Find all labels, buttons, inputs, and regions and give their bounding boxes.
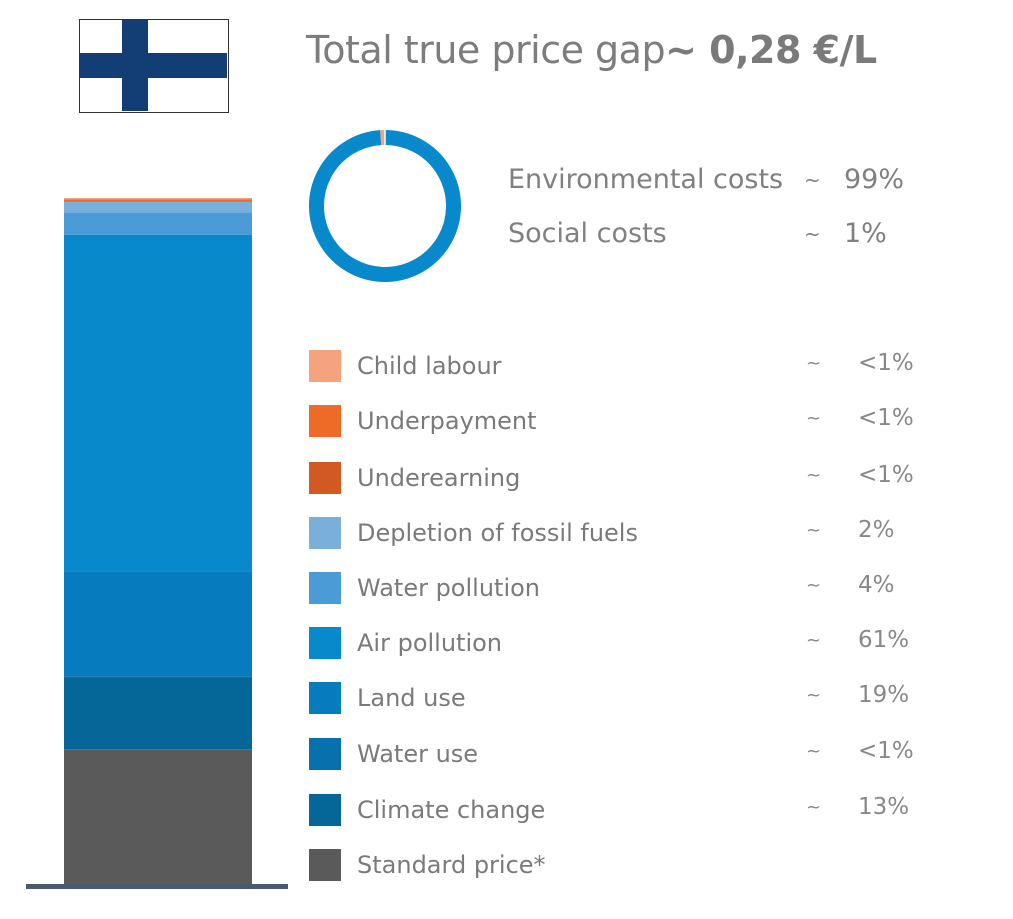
bar-segment-underearning (64, 200, 252, 202)
bar-segment-standard-price (64, 749, 252, 884)
legend-tilde: ~ (806, 685, 822, 706)
donut-slice-environmental-costs (309, 130, 461, 282)
chart-title: Total true price gap~ 0,28 €/L (306, 28, 877, 72)
legend-value: 19% (858, 682, 910, 708)
legend-tilde: ~ (806, 520, 822, 541)
legend-swatch (309, 517, 341, 549)
legend-tilde: ~ (806, 353, 822, 374)
title-text: Total true price gap (306, 28, 666, 72)
stacked-price-bar (26, 197, 288, 889)
environmental-costs-value: 99% (844, 164, 905, 195)
flag-graphic (80, 20, 227, 111)
bar-segment-depletion-of-fossil-fuels (64, 201, 252, 213)
legend-swatch (309, 849, 341, 881)
legend-tilde: ~ (806, 797, 822, 818)
legend-label: Land use (357, 684, 466, 712)
legend-swatch (309, 682, 341, 714)
legend-tilde: ~ (806, 575, 822, 596)
bar-segment-water-use (64, 676, 252, 678)
environmental-costs-tilde: ~ (804, 168, 821, 192)
legend-item-water-pollution: Water pollution ~4% (309, 572, 929, 604)
legend-swatch (309, 405, 341, 437)
flag-cross-horizontal (80, 53, 227, 78)
legend-tilde: ~ (806, 741, 822, 762)
social-costs-tilde: ~ (804, 222, 821, 246)
social-costs-row: Social costs ~ 1% (508, 218, 887, 249)
bar-segment-water-pollution (64, 212, 252, 235)
legend-item-child-labour: Child labour ~ <1% (309, 350, 929, 382)
environmental-costs-row: Environmental costs ~ 99% (508, 164, 904, 195)
legend-label: Climate change (357, 796, 546, 824)
legend-item-underearning: Underearning ~ <1% (309, 462, 929, 494)
title-value: ~ 0,28 €/L (665, 28, 877, 72)
legend-item-underpayment: Underpayment ~ <1% (309, 405, 929, 437)
cost-split-donut (309, 130, 461, 282)
legend-label: Underpayment (357, 407, 537, 435)
bar-baseline (26, 884, 288, 889)
legend-tilde: ~ (806, 408, 822, 429)
legend-item-depletion-of-fossil-fuels: Depletion of fossil fuels ~2% (309, 517, 929, 549)
legend-value: 13% (858, 794, 910, 820)
legend-value: <1% (858, 462, 914, 488)
legend-swatch (309, 738, 341, 770)
legend-label: Standard price* (357, 851, 546, 879)
legend-value: <1% (858, 405, 914, 431)
legend-item-standard-price: Standard price* (309, 849, 929, 881)
bar-segment-child-labour (64, 197, 252, 200)
legend-item-air-pollution: Air pollution ~61% (309, 627, 929, 659)
legend-value: <1% (858, 350, 914, 376)
legend-item-land-use: Land use ~19% (309, 682, 929, 714)
bar-segment-climate-change (64, 677, 252, 750)
legend-value: <1% (858, 738, 914, 764)
legend-label: Underearning (357, 464, 521, 492)
bar-segment-air-pollution (64, 234, 252, 572)
legend-label: Water use (357, 740, 479, 768)
legend-tilde: ~ (806, 465, 822, 486)
legend-value: 61% (858, 627, 910, 653)
legend-label: Water pollution (357, 574, 541, 602)
legend-swatch (309, 572, 341, 604)
legend-value: 4% (858, 572, 895, 598)
social-costs-label: Social costs (508, 218, 667, 249)
legend-label: Depletion of fossil fuels (357, 519, 638, 547)
social-costs-value: 1% (844, 218, 887, 249)
legend-swatch (309, 794, 341, 826)
legend-label: Air pollution (357, 629, 503, 657)
legend-item-climate-change: Climate change ~13% (309, 794, 929, 826)
legend-item-water-use: Water use ~ <1% (309, 738, 929, 770)
legend-swatch (309, 462, 341, 494)
bar-segment-land-use (64, 571, 252, 677)
legend-tilde: ~ (806, 630, 822, 651)
legend-label: Child labour (357, 352, 502, 380)
legend-value: 2% (858, 517, 895, 543)
bar-segment-underpayment (64, 199, 252, 201)
finland-flag (79, 19, 229, 113)
environmental-costs-label: Environmental costs (508, 164, 784, 195)
legend-swatch (309, 627, 341, 659)
legend-swatch (309, 350, 341, 382)
